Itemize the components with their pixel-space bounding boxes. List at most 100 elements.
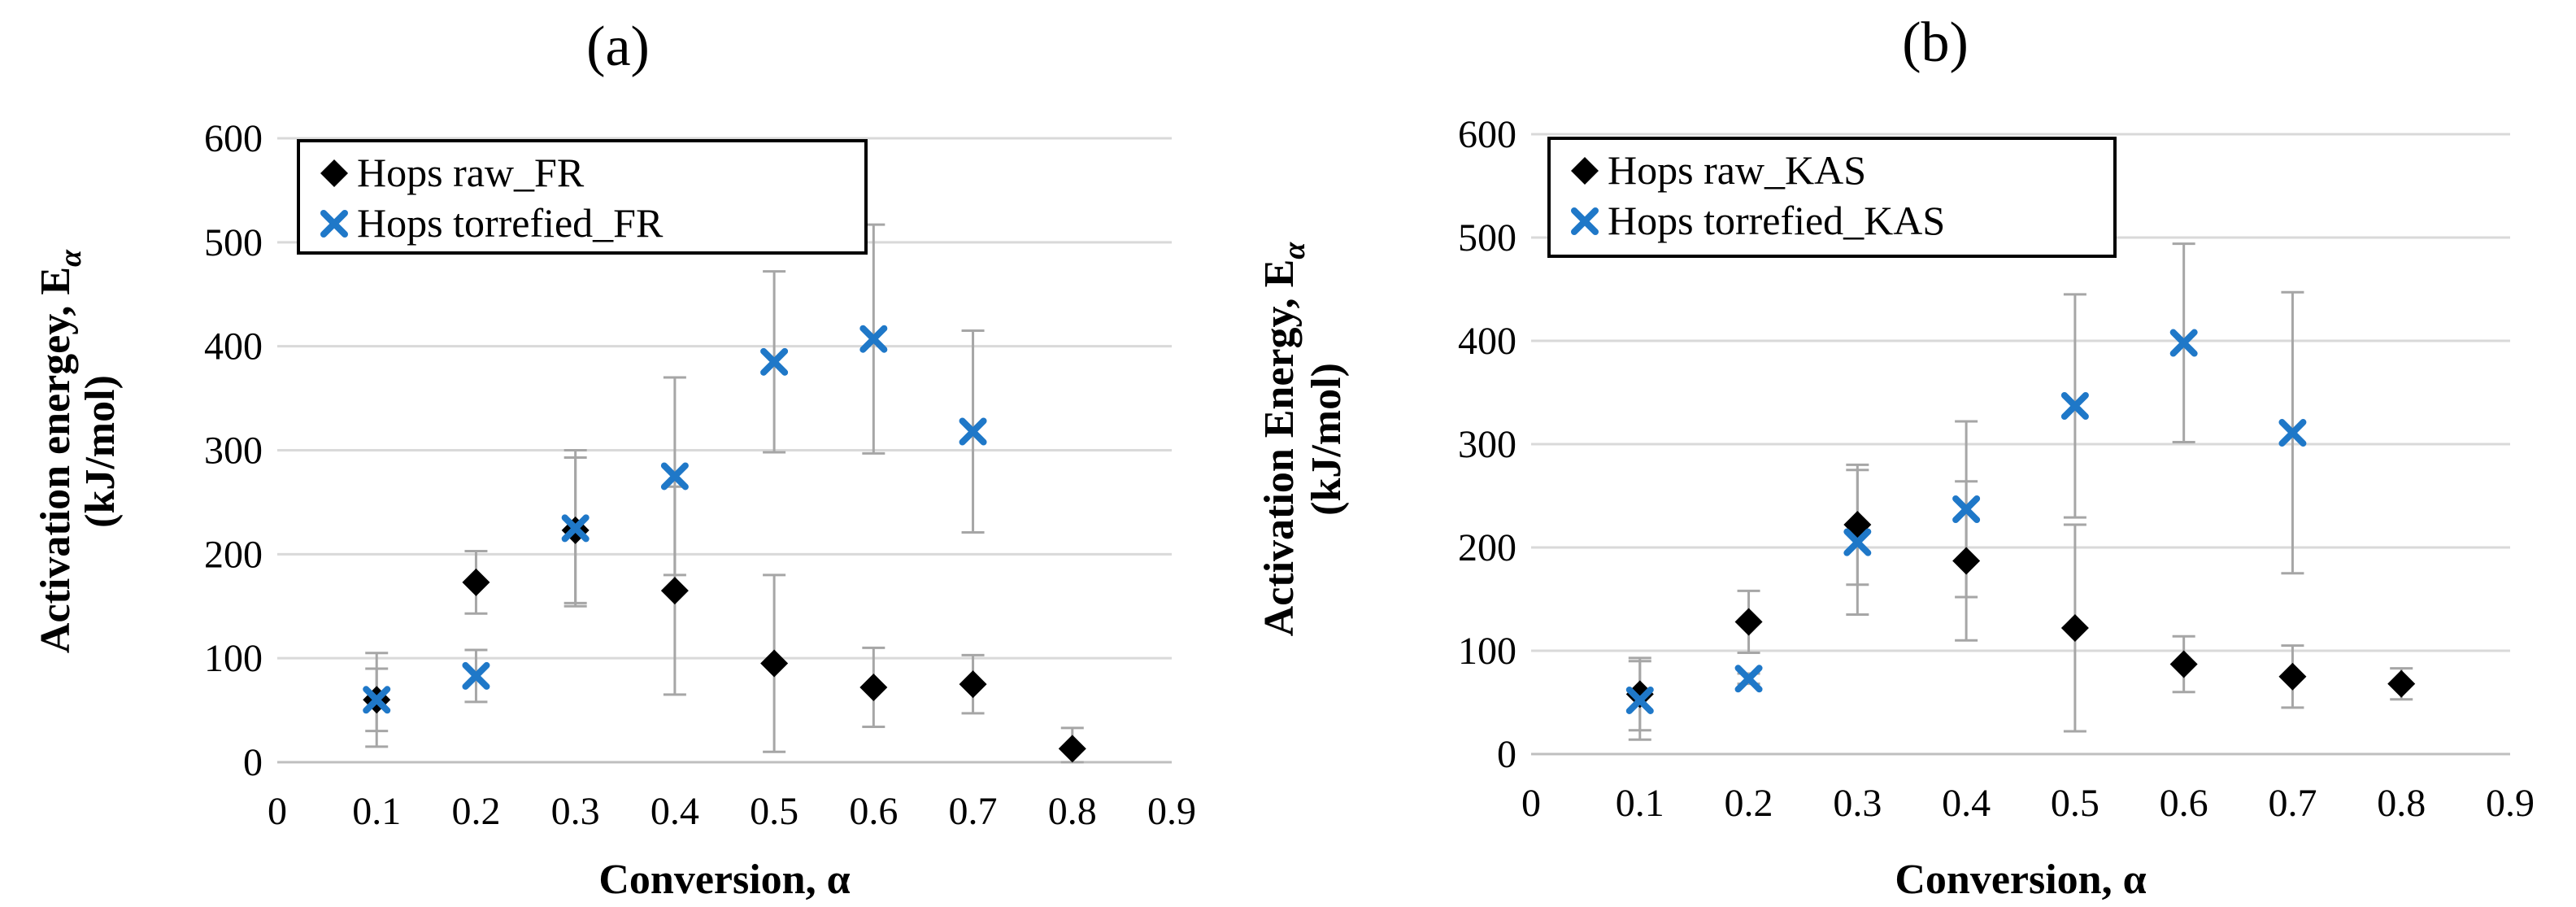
x-tick-label: 0.5 — [750, 790, 798, 833]
data-point-torrefied — [561, 514, 590, 543]
data-point-torrefied — [1843, 528, 1872, 556]
x-tick-label: 0.7 — [949, 790, 998, 833]
y-axis-title: Activation Energy, Eα — [1256, 242, 1312, 637]
x-tick-label: 0.8 — [2377, 782, 2426, 825]
y-axis-title: Activation energey, Eα — [33, 249, 88, 653]
data-point-torrefied-stroke — [2169, 329, 2198, 357]
y-tick-label: 500 — [1458, 216, 1516, 259]
y-tick-label: 0 — [243, 741, 263, 784]
legend-marker — [320, 210, 348, 238]
x-tick-label: 0.1 — [1616, 782, 1664, 825]
chart-panel-b: (b) 0 100 200 300 400 500 600 0 0.1 0.2 0.3 0.4 0.5 0.… — [1256, 11, 2535, 903]
x-axis-title: Conversion, α — [1895, 857, 2146, 903]
y-tick-label: 600 — [1458, 113, 1516, 156]
data-point-raw — [1952, 547, 1981, 575]
legend-label: Hops raw_KAS — [1608, 147, 1866, 193]
data-point-torrefied-stroke — [1625, 686, 1654, 714]
x-tick-label: 0.3 — [551, 790, 600, 833]
data-point-torrefied-stroke — [959, 417, 987, 446]
y-axis-title-units: (kJ/mol) — [77, 375, 124, 528]
y-axis-title-subscript: α — [1277, 242, 1312, 259]
legend: Hops raw_FR Hops torrefied_FR — [297, 139, 868, 255]
y-axis-title-main: Activation energey, E — [33, 267, 79, 653]
data-point-raw — [462, 568, 490, 596]
y-tick-label: 300 — [204, 430, 263, 473]
x-axis-title: Conversion, α — [598, 857, 850, 903]
panel-label: (a) — [586, 15, 650, 78]
y-tick-label: 600 — [204, 117, 263, 160]
data-point-raw — [2278, 662, 2307, 691]
x-tick-label: 0.9 — [1147, 790, 1196, 833]
y-tick-label: 400 — [204, 325, 263, 368]
data-point-raw — [2169, 650, 2198, 678]
legend: Hops raw_KAS Hops torrefied_KAS — [1547, 137, 2117, 258]
x-tick-label: 0 — [1521, 782, 1541, 825]
legend-marker-stroke — [320, 210, 348, 238]
legend-label: Hops torrefied_FR — [357, 200, 664, 246]
legend-marker — [1571, 157, 1599, 185]
data-point-raw — [959, 670, 987, 699]
legend-label: Hops torrefied_KAS — [1608, 198, 1945, 243]
data-point-raw — [859, 673, 888, 701]
y-axis-title-subscript: α — [54, 249, 88, 267]
data-point-torrefied-stroke — [2278, 419, 2307, 447]
y-tick-label: 200 — [1458, 526, 1516, 569]
data-point-torrefied-stroke — [561, 514, 590, 543]
data-point-torrefied — [1734, 665, 1763, 693]
data-point-raw — [1625, 680, 1654, 709]
x-tick-label: 0.4 — [1942, 782, 1991, 825]
data-point-raw — [1058, 735, 1086, 763]
x-tick-label: 0.3 — [1833, 782, 1882, 825]
y-axis-title-main: Activation Energy, E — [1256, 259, 1303, 637]
data-point-torrefied-stroke — [1952, 495, 1981, 524]
legend-marker — [1571, 207, 1599, 235]
x-tick-label: 0.2 — [451, 790, 500, 833]
chart-panel-a: (a) 0 100 200 300 400 500 600 0 0.1 0.2 0.3 0.4 0.5 0.… — [33, 15, 1196, 903]
data-point-torrefied — [760, 347, 789, 376]
data-point-torrefied-stroke — [462, 661, 490, 690]
data-point-torrefied — [363, 686, 391, 714]
x-tick-label: 0.1 — [352, 790, 401, 833]
x-tick-label: 0.6 — [849, 790, 898, 833]
data-point-torrefied — [2278, 419, 2307, 447]
y-tick-label: 400 — [1458, 320, 1516, 363]
data-point-torrefied-stroke — [2060, 392, 2089, 421]
data-point-torrefied-stroke — [1843, 528, 1872, 556]
data-point-torrefied-stroke — [1734, 665, 1763, 693]
data-point-torrefied — [959, 417, 987, 446]
data-point-torrefied — [1625, 686, 1654, 714]
legend-marker — [320, 159, 348, 187]
data-point-raw — [660, 577, 689, 605]
data-point-torrefied — [660, 462, 689, 491]
x-tick-label: 0.7 — [2268, 782, 2317, 825]
legend-box — [1547, 137, 2117, 258]
data-point-raw — [1734, 608, 1763, 636]
y-tick-label: 200 — [204, 533, 263, 576]
x-tick-label: 0.6 — [2160, 782, 2208, 825]
data-point-torrefied-stroke — [660, 462, 689, 491]
x-tick-label: 0.2 — [1725, 782, 1773, 825]
x-tick-label: 0.9 — [2486, 782, 2535, 825]
data-point-raw — [2060, 614, 2089, 643]
data-point-raw — [2387, 669, 2416, 698]
legend-box — [297, 139, 868, 255]
x-tick-label: 0.4 — [651, 790, 699, 833]
data-point-torrefied-stroke — [760, 347, 789, 376]
y-tick-label: 300 — [1458, 423, 1516, 466]
y-tick-label: 100 — [1458, 630, 1516, 673]
legend-label: Hops raw_FR — [357, 150, 585, 195]
y-tick-label: 0 — [1497, 733, 1516, 776]
data-point-torrefied — [859, 325, 888, 353]
data-point-raw — [760, 649, 789, 678]
y-tick-label: 100 — [204, 637, 263, 680]
data-point-torrefied-stroke — [363, 686, 391, 714]
data-point-torrefied — [2169, 329, 2198, 357]
data-point-torrefied — [462, 661, 490, 690]
x-tick-label: 0.8 — [1048, 790, 1097, 833]
data-point-torrefied-stroke — [859, 325, 888, 353]
data-point-torrefied — [1952, 495, 1981, 524]
panel-label: (b) — [1902, 11, 1969, 74]
y-axis-title-units: (kJ/mol) — [1303, 363, 1350, 516]
data-point-torrefied — [2060, 392, 2089, 421]
x-tick-label: 0 — [268, 790, 287, 833]
